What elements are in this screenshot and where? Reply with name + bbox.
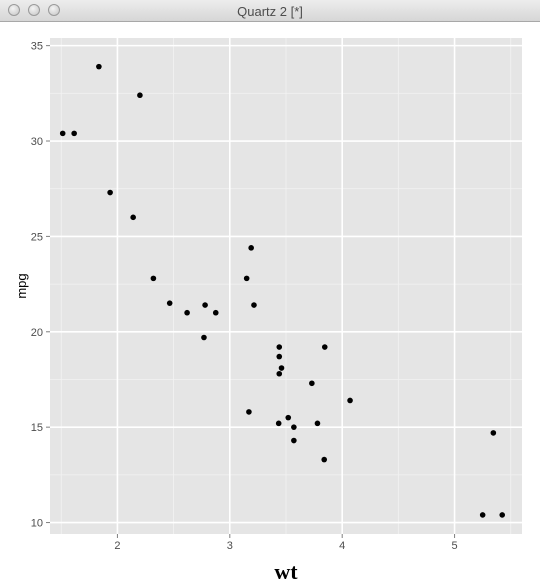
data-point [201,334,207,341]
data-point [71,130,77,137]
y-tick-label: 35 [31,41,43,53]
data-point [321,456,328,463]
data-point [314,420,321,427]
data-point [251,302,257,308]
x-tick-label: 4 [339,540,345,552]
plot-canvas: 2 3 4 5 10 15 20 25 30 35 mpg wt [0,22,540,583]
data-point [212,309,219,316]
x-tick-label: 2 [114,540,120,552]
data-point [137,92,143,99]
data-point [276,353,283,360]
data-point [276,344,283,350]
minimize-window-button[interactable] [28,4,40,16]
data-point [130,214,136,221]
data-point [202,302,208,308]
data-point [490,430,497,436]
data-point [150,275,157,282]
data-point [275,420,282,427]
data-point [166,300,173,306]
data-point [309,380,315,387]
data-point [107,189,113,196]
data-point [291,437,297,444]
zoom-window-button[interactable] [48,4,60,16]
data-point [184,309,190,316]
data-point [278,365,285,371]
data-point [59,130,66,137]
scatter-chart: 2 3 4 5 10 15 20 25 30 35 mpg wt [14,38,522,583]
data-points [59,63,506,518]
y-tick-label: 15 [31,422,43,434]
data-point [96,63,102,70]
data-point [243,275,250,282]
y-tick-label: 25 [31,231,43,243]
data-point [246,409,252,415]
x-axis-label: wt [274,559,298,583]
data-point [285,414,292,421]
window-titlebar[interactable]: Quartz 2 [*] [0,0,540,22]
y-axis-label: mpg [14,273,29,298]
data-point [248,245,254,251]
data-point [479,512,486,518]
y-tick-label: 10 [31,518,43,530]
data-point [347,397,353,404]
data-point [499,512,506,518]
data-point [321,344,328,350]
x-tick-label: 3 [227,540,233,552]
y-tick-label: 20 [31,327,43,339]
axis-ticks: 2 3 4 5 10 15 20 25 30 35 [31,41,458,552]
minor-gridlines [50,38,522,534]
x-tick-label: 5 [452,540,458,552]
close-window-button[interactable] [8,4,20,16]
window-title: Quartz 2 [*] [237,4,303,19]
data-point [276,370,283,377]
major-gridlines [50,38,522,534]
data-point [291,424,297,430]
y-tick-label: 30 [31,136,43,148]
